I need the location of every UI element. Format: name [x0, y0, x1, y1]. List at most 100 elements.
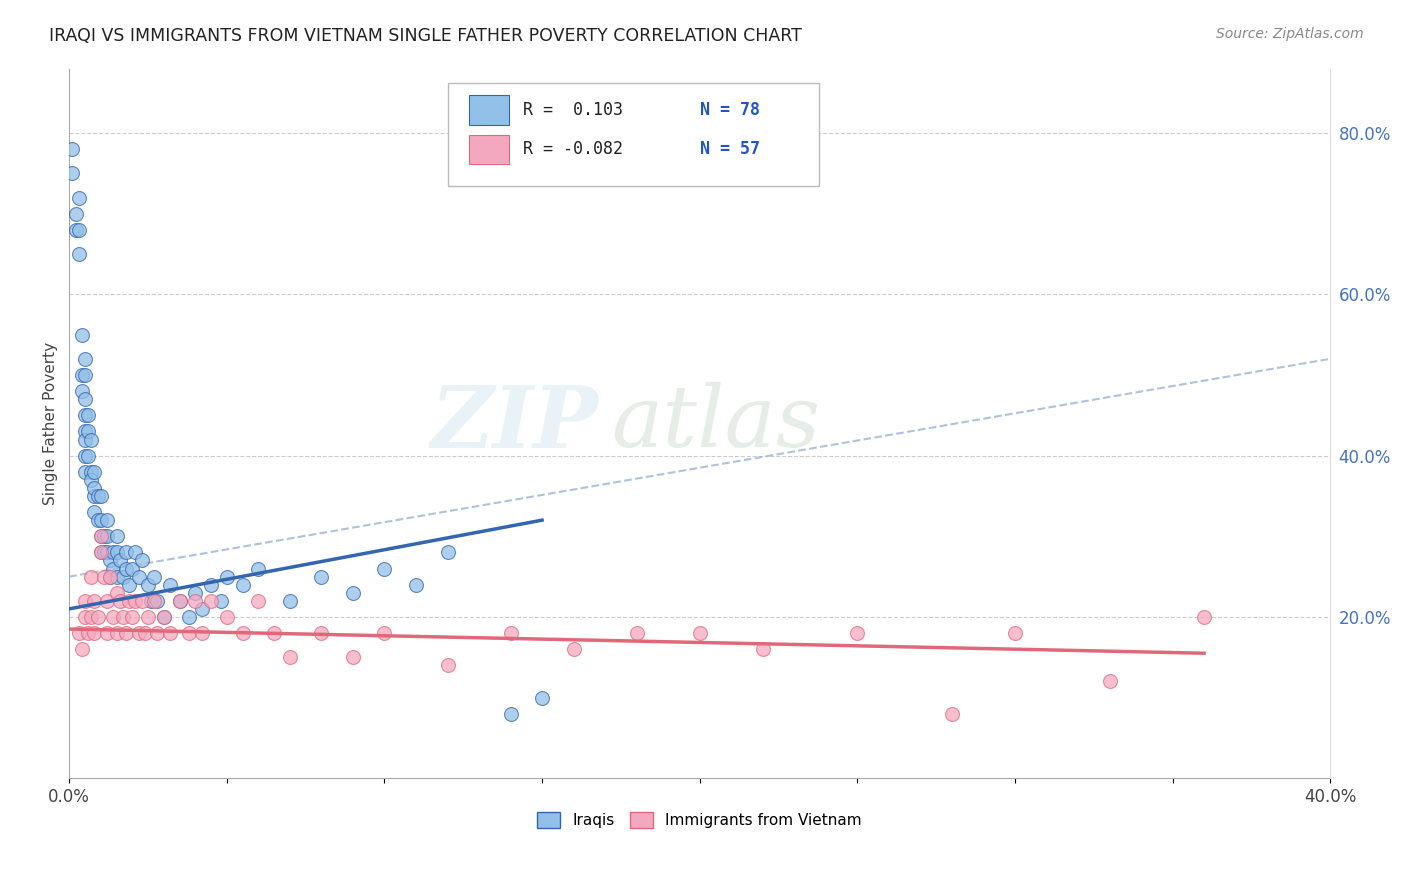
Point: [134, 626, 156, 640]
Point: [128, 626, 150, 640]
Point: [531, 690, 554, 705]
Point: [209, 594, 232, 608]
Point: [73, 392, 96, 407]
Point: [83, 489, 105, 503]
Point: [73, 425, 96, 439]
Point: [73, 449, 96, 463]
Point: [1098, 674, 1121, 689]
Point: [73, 368, 96, 382]
Point: [436, 658, 458, 673]
Point: [90, 513, 112, 527]
FancyBboxPatch shape: [470, 95, 509, 125]
Point: [118, 594, 141, 608]
Point: [83, 481, 105, 495]
Point: [83, 465, 105, 479]
Point: [247, 594, 270, 608]
Point: [80, 569, 103, 583]
Point: [499, 626, 522, 640]
Text: N = 78: N = 78: [700, 101, 759, 119]
Point: [941, 706, 963, 721]
Point: [751, 642, 773, 657]
Point: [190, 602, 212, 616]
Point: [83, 594, 105, 608]
Point: [136, 577, 159, 591]
Point: [177, 610, 200, 624]
Point: [146, 626, 169, 640]
FancyBboxPatch shape: [470, 135, 509, 164]
Point: [67, 223, 90, 237]
Point: [215, 610, 238, 624]
Point: [124, 545, 146, 559]
Point: [73, 610, 96, 624]
Point: [96, 594, 118, 608]
Point: [124, 594, 146, 608]
Point: [232, 577, 254, 591]
Point: [247, 561, 270, 575]
Point: [60, 166, 83, 180]
Point: [77, 626, 100, 640]
Point: [86, 513, 108, 527]
Point: [136, 610, 159, 624]
Point: [73, 409, 96, 423]
Text: R =  0.103: R = 0.103: [523, 101, 623, 119]
Point: [90, 545, 112, 559]
Point: [83, 626, 105, 640]
Point: [177, 626, 200, 640]
Point: [108, 594, 131, 608]
Point: [562, 642, 585, 657]
Point: [103, 561, 125, 575]
Point: [105, 585, 128, 599]
Point: [499, 706, 522, 721]
Point: [96, 529, 118, 543]
Point: [215, 569, 238, 583]
Point: [373, 626, 395, 640]
Point: [90, 545, 112, 559]
Point: [70, 327, 93, 342]
Point: [143, 569, 166, 583]
Point: [263, 626, 285, 640]
Point: [96, 513, 118, 527]
Point: [70, 368, 93, 382]
Point: [90, 529, 112, 543]
Point: [115, 545, 138, 559]
Point: [77, 449, 100, 463]
Point: [278, 650, 301, 665]
Point: [115, 626, 138, 640]
Point: [77, 409, 100, 423]
Point: [105, 529, 128, 543]
Point: [232, 626, 254, 640]
Point: [200, 594, 222, 608]
Point: [70, 384, 93, 398]
Point: [131, 553, 153, 567]
Point: [342, 650, 364, 665]
Legend: Iraqis, Immigrants from Vietnam: Iraqis, Immigrants from Vietnam: [531, 806, 868, 834]
Point: [70, 642, 93, 657]
Point: [146, 594, 169, 608]
Point: [342, 585, 364, 599]
Point: [93, 529, 115, 543]
Point: [200, 577, 222, 591]
Point: [169, 594, 191, 608]
Point: [278, 594, 301, 608]
Point: [77, 425, 100, 439]
Point: [311, 626, 333, 640]
Point: [86, 489, 108, 503]
Point: [93, 545, 115, 559]
Point: [96, 626, 118, 640]
Point: [93, 569, 115, 583]
Point: [83, 505, 105, 519]
Point: [67, 626, 90, 640]
Point: [73, 433, 96, 447]
Point: [80, 473, 103, 487]
Point: [96, 545, 118, 559]
Point: [121, 561, 143, 575]
Point: [65, 207, 87, 221]
Point: [1192, 610, 1215, 624]
Point: [98, 553, 121, 567]
Point: [80, 610, 103, 624]
Point: [311, 569, 333, 583]
Text: Source: ZipAtlas.com: Source: ZipAtlas.com: [1216, 27, 1364, 41]
Point: [108, 553, 131, 567]
Point: [103, 545, 125, 559]
Point: [373, 561, 395, 575]
